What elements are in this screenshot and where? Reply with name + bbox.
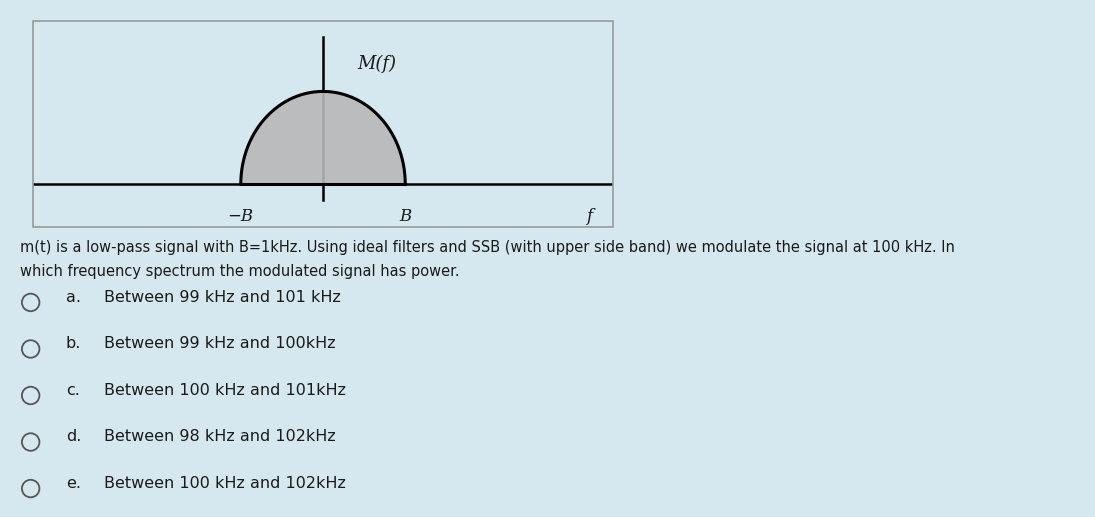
Text: M(f): M(f) bbox=[357, 55, 396, 73]
Text: c.: c. bbox=[66, 383, 80, 398]
Text: m(t) is a low-pass signal with B=1kHz. Using ideal filters and SSB (with upper s: m(t) is a low-pass signal with B=1kHz. U… bbox=[20, 240, 955, 255]
Text: Between 99 kHz and 100kHz: Between 99 kHz and 100kHz bbox=[104, 336, 336, 352]
Text: f: f bbox=[586, 208, 592, 225]
Text: Between 98 kHz and 102kHz: Between 98 kHz and 102kHz bbox=[104, 429, 336, 445]
Text: which frequency spectrum the modulated signal has power.: which frequency spectrum the modulated s… bbox=[20, 264, 459, 279]
Text: e.: e. bbox=[66, 476, 81, 491]
Text: b.: b. bbox=[66, 336, 81, 352]
Bar bbox=[33, 21, 613, 227]
Text: −B: −B bbox=[228, 208, 254, 225]
Text: a.: a. bbox=[66, 290, 81, 305]
Text: Between 100 kHz and 102kHz: Between 100 kHz and 102kHz bbox=[104, 476, 346, 491]
Text: d.: d. bbox=[66, 429, 81, 445]
Polygon shape bbox=[241, 92, 405, 184]
Text: B: B bbox=[399, 208, 412, 225]
Text: Between 100 kHz and 101kHz: Between 100 kHz and 101kHz bbox=[104, 383, 346, 398]
Text: Between 99 kHz and 101 kHz: Between 99 kHz and 101 kHz bbox=[104, 290, 341, 305]
